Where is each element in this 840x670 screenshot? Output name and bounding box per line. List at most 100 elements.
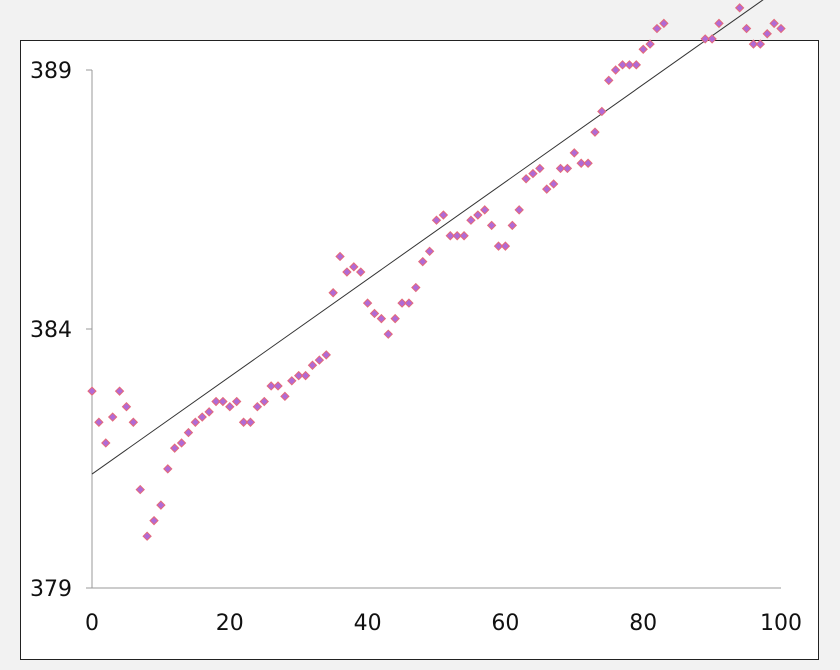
x-tick-label: 40	[354, 611, 382, 636]
data-point	[734, 3, 745, 13]
data-point	[349, 262, 359, 272]
data-point	[418, 256, 428, 267]
data-point	[266, 381, 276, 391]
data-point	[176, 438, 187, 448]
data-point	[190, 417, 201, 427]
data-points	[87, 3, 786, 541]
data-point	[431, 215, 442, 225]
data-point	[376, 313, 387, 324]
data-point	[438, 210, 449, 220]
data-point	[287, 376, 297, 386]
data-point	[617, 60, 628, 70]
data-point	[321, 350, 331, 360]
data-point	[404, 298, 414, 308]
data-point	[507, 220, 517, 231]
data-point	[631, 60, 642, 70]
data-point	[610, 65, 621, 75]
trendline-group	[91, 0, 764, 475]
data-point	[328, 288, 338, 298]
data-point	[645, 39, 655, 49]
data-point	[493, 241, 504, 251]
data-point	[755, 39, 766, 49]
data-point	[293, 370, 304, 381]
data-point	[424, 246, 435, 257]
data-point	[714, 18, 724, 29]
chart-frame	[20, 40, 819, 660]
data-point	[390, 313, 400, 324]
data-point	[562, 163, 573, 174]
data-point	[466, 215, 476, 225]
data-point	[225, 401, 235, 412]
data-point	[769, 18, 779, 29]
data-point	[121, 401, 132, 412]
data-point	[604, 75, 614, 86]
data-point	[142, 531, 152, 541]
data-point	[211, 396, 221, 407]
data-point	[94, 417, 104, 427]
data-point	[576, 158, 586, 168]
data-point	[548, 179, 559, 189]
data-point	[280, 391, 290, 402]
data-point	[700, 34, 710, 44]
x-tick-label: 60	[491, 611, 519, 636]
data-point	[101, 438, 111, 448]
data-point	[307, 360, 318, 370]
data-point	[776, 23, 786, 34]
data-point	[218, 396, 228, 407]
data-point	[514, 205, 524, 215]
data-point	[707, 34, 717, 44]
data-point	[163, 464, 173, 474]
data-point	[362, 298, 373, 308]
y-tick-label: 384	[30, 318, 72, 343]
data-point	[597, 106, 607, 117]
x-tick-label: 80	[629, 611, 657, 636]
data-point	[569, 148, 580, 158]
data-point	[149, 515, 159, 526]
data-point	[638, 44, 648, 54]
data-point	[197, 412, 207, 422]
data-point	[652, 23, 662, 34]
data-point	[183, 427, 194, 438]
data-point	[245, 417, 256, 427]
data-point	[762, 29, 772, 39]
x-tick-label: 20	[216, 611, 244, 636]
axes	[86, 69, 781, 589]
data-point	[300, 370, 311, 381]
tick-labels: 379 384 389 0 20 40 60 80 100	[30, 59, 802, 636]
y-tick-label: 389	[30, 59, 72, 84]
data-point	[128, 417, 139, 427]
data-point	[135, 484, 145, 495]
data-point	[535, 163, 545, 174]
data-point	[156, 500, 166, 510]
data-point	[452, 231, 462, 241]
data-point	[169, 443, 180, 453]
data-point	[369, 308, 380, 319]
x-tick-label: 0	[85, 611, 99, 636]
data-point	[445, 231, 455, 241]
data-point	[204, 407, 214, 417]
data-point	[521, 174, 531, 184]
data-point	[107, 412, 118, 422]
data-point	[335, 251, 345, 262]
data-point	[741, 23, 752, 34]
data-point	[542, 184, 552, 194]
data-point	[624, 60, 635, 70]
data-point	[273, 381, 283, 391]
data-point	[356, 267, 366, 277]
data-point	[528, 168, 538, 179]
data-point	[87, 386, 97, 396]
data-point	[231, 396, 242, 407]
data-point	[480, 205, 490, 215]
data-point	[583, 158, 593, 168]
data-point	[238, 417, 249, 427]
data-point	[314, 355, 325, 365]
data-point	[114, 386, 125, 396]
data-point	[397, 298, 407, 308]
data-point	[383, 329, 393, 339]
data-point	[252, 401, 263, 412]
data-point	[748, 39, 759, 49]
data-point	[473, 210, 483, 220]
trendline	[91, 0, 764, 475]
x-tick-label: 100	[760, 611, 802, 636]
